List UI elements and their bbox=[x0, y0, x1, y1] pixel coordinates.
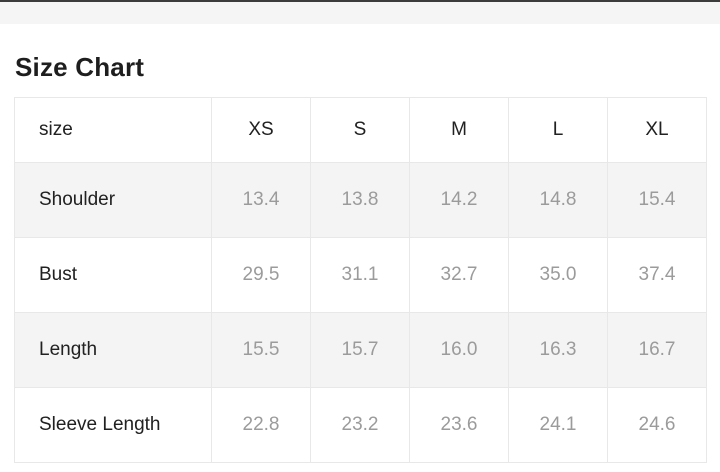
header-cell-xs: XS bbox=[211, 97, 311, 163]
page-title: Size Chart bbox=[15, 52, 145, 82]
table-cell: 15.7 bbox=[310, 312, 410, 388]
row-label: Shoulder bbox=[14, 162, 212, 238]
table-cell: 13.8 bbox=[310, 162, 410, 238]
header-cell-m: M bbox=[409, 97, 509, 163]
table-header-row: size XS S M L XL bbox=[14, 97, 707, 163]
size-chart-table: size XS S M L XL Shoulder 13.4 13.8 14.2… bbox=[14, 97, 707, 463]
table-row-bust: Bust 29.5 31.1 32.7 35.0 37.4 bbox=[14, 237, 707, 313]
table-cell: 23.2 bbox=[310, 387, 410, 463]
table-row-shoulder: Shoulder 13.4 13.8 14.2 14.8 15.4 bbox=[14, 162, 707, 238]
table-cell: 24.6 bbox=[607, 387, 707, 463]
table-cell: 14.8 bbox=[508, 162, 608, 238]
table-row-length: Length 15.5 15.7 16.0 16.3 16.7 bbox=[14, 312, 707, 388]
table-cell: 14.2 bbox=[409, 162, 509, 238]
table-cell: 15.4 bbox=[607, 162, 707, 238]
table-cell: 29.5 bbox=[211, 237, 311, 313]
table-cell: 13.4 bbox=[211, 162, 311, 238]
header-cell-s: S bbox=[310, 97, 410, 163]
table-cell: 16.0 bbox=[409, 312, 509, 388]
row-label: Bust bbox=[14, 237, 212, 313]
header-cell-l: L bbox=[508, 97, 608, 163]
table-cell: 32.7 bbox=[409, 237, 509, 313]
table-cell: 24.1 bbox=[508, 387, 608, 463]
table-cell: 31.1 bbox=[310, 237, 410, 313]
header-cell-xl: XL bbox=[607, 97, 707, 163]
table-cell: 16.3 bbox=[508, 312, 608, 388]
row-label: Sleeve Length bbox=[14, 387, 212, 463]
table-row-sleeve-length: Sleeve Length 22.8 23.2 23.6 24.1 24.6 bbox=[14, 387, 707, 463]
status-strip bbox=[0, 0, 720, 24]
row-label: Length bbox=[14, 312, 212, 388]
table-cell: 37.4 bbox=[607, 237, 707, 313]
table-cell: 35.0 bbox=[508, 237, 608, 313]
table-cell: 23.6 bbox=[409, 387, 509, 463]
table-cell: 15.5 bbox=[211, 312, 311, 388]
table-cell: 22.8 bbox=[211, 387, 311, 463]
table-cell: 16.7 bbox=[607, 312, 707, 388]
header-cell-size: size bbox=[14, 97, 212, 163]
